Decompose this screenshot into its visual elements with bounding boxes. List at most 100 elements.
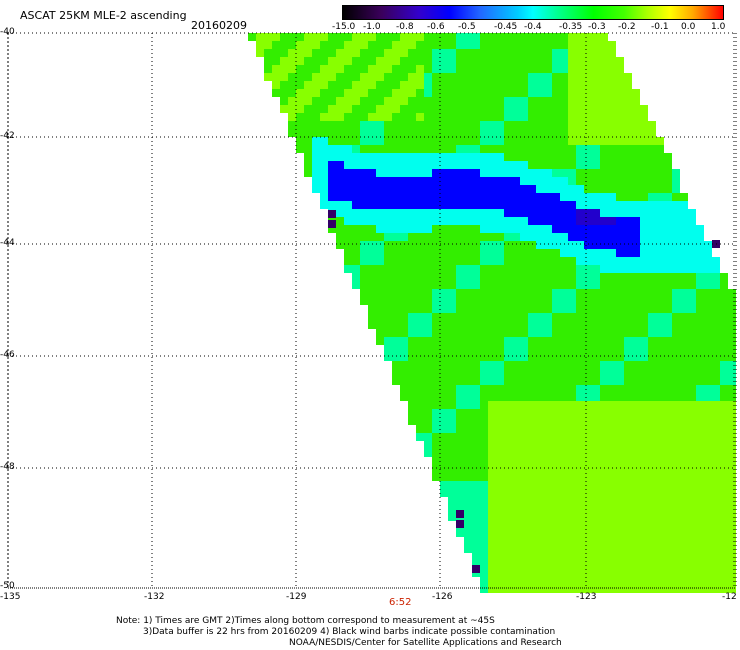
swath-cell	[416, 313, 424, 321]
swath-cell	[632, 105, 640, 113]
swath-cell	[712, 537, 720, 545]
swath-cell	[720, 385, 728, 393]
swath-cell	[504, 361, 512, 369]
swath-cell	[512, 545, 520, 553]
swath-cell	[688, 345, 696, 353]
swath-cell	[464, 521, 472, 529]
swath-cell	[416, 305, 424, 313]
swath-cell	[560, 433, 568, 441]
swath-cell	[544, 217, 552, 225]
swath-cell	[576, 513, 584, 521]
swath-cell	[368, 177, 376, 185]
swath-cell	[456, 313, 464, 321]
swath-cell	[712, 569, 720, 577]
swath-cell	[520, 409, 528, 417]
swath-cell	[624, 73, 632, 81]
swath-cell	[368, 89, 376, 97]
swath-cell	[376, 73, 384, 81]
swath-cell	[352, 65, 360, 73]
swath-cell	[640, 529, 648, 537]
swath-cell	[712, 433, 720, 441]
swath-cell	[664, 297, 672, 305]
swath-cell	[384, 257, 392, 265]
swath-cell	[568, 489, 576, 497]
swath-cell	[384, 265, 392, 273]
swath-cell	[448, 401, 456, 409]
swath-cell	[272, 73, 280, 81]
swath-cell	[664, 449, 672, 457]
swath-cell	[728, 361, 736, 369]
swath-cell	[576, 529, 584, 537]
swath-cell	[640, 425, 648, 433]
swath-cell	[416, 97, 424, 105]
swath-cell	[544, 89, 552, 97]
swath-cell	[384, 225, 392, 233]
swath-cell	[680, 377, 688, 385]
swath-cell	[352, 241, 360, 249]
swath-cell	[448, 457, 456, 465]
swath-cell	[360, 177, 368, 185]
swath-cell	[592, 425, 600, 433]
swath-cell	[456, 105, 464, 113]
swath-cell	[528, 49, 536, 57]
swath-cell	[376, 201, 384, 209]
swath-cell	[576, 113, 584, 121]
swath-cell	[600, 305, 608, 313]
swath-cell	[392, 113, 400, 121]
swath-cell	[592, 505, 600, 513]
swath-cell	[608, 569, 616, 577]
swath-cell	[416, 129, 424, 137]
swath-cell	[376, 161, 384, 169]
swath-cell	[440, 177, 448, 185]
swath-cell	[632, 233, 640, 241]
swath-cell	[480, 49, 488, 57]
swath-cell	[664, 217, 672, 225]
swath-cell	[536, 169, 544, 177]
swath-cell	[424, 369, 432, 377]
swath-cell	[528, 345, 536, 353]
swath-cell	[552, 529, 560, 537]
swath-cell	[584, 465, 592, 473]
swath-cell	[512, 49, 520, 57]
swath-cell	[328, 153, 336, 161]
swath-cell	[720, 377, 728, 385]
swath-cell	[528, 473, 536, 481]
swath-cell	[656, 321, 664, 329]
swath-cell	[400, 49, 408, 57]
swath-cell	[312, 97, 320, 105]
swath-cell	[696, 377, 704, 385]
swath-cell	[320, 49, 328, 57]
swath-cell	[384, 105, 392, 113]
colorbar-label: -0.45	[494, 22, 518, 32]
swath-cell	[568, 97, 576, 105]
swath-cell	[544, 409, 552, 417]
swath-cell	[704, 537, 712, 545]
swath-cell	[680, 433, 688, 441]
longitude-label: -12	[722, 592, 737, 602]
swath-cell	[600, 561, 608, 569]
swath-cell	[320, 137, 328, 145]
swath-cell	[448, 305, 456, 313]
swath-cell	[312, 153, 320, 161]
swath-cell	[600, 569, 608, 577]
swath-cell	[368, 161, 376, 169]
swath-cell	[512, 185, 520, 193]
swath-cell	[440, 329, 448, 337]
swath-cell	[712, 529, 720, 537]
swath-cell	[392, 321, 400, 329]
swath-cell	[680, 401, 688, 409]
swath-cell	[432, 369, 440, 377]
swath-cell	[688, 401, 696, 409]
swath-cell	[512, 289, 520, 297]
swath-cell	[408, 81, 416, 89]
swath-cell	[440, 89, 448, 97]
swath-cell	[568, 105, 576, 113]
swath-cell	[600, 33, 608, 41]
swath-cell	[568, 281, 576, 289]
swath-cell	[416, 385, 424, 393]
swath-cell	[536, 33, 544, 41]
swath-cell	[280, 89, 288, 97]
swath-cell	[336, 153, 344, 161]
swath-cell	[544, 193, 552, 201]
swath-cell	[496, 409, 504, 417]
